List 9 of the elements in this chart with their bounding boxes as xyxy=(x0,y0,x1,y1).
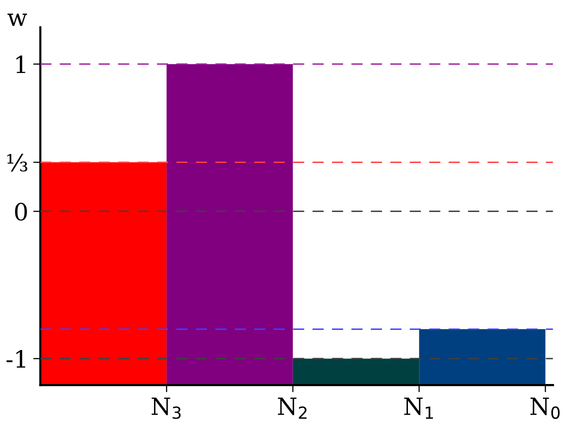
y-tick-label: -1 xyxy=(6,350,26,368)
y-tick-label: 1 xyxy=(16,56,26,74)
y-tick-label: 0 xyxy=(15,202,27,221)
y-axis-title: w xyxy=(8,14,28,26)
x-tick-label: N$_{0}$ xyxy=(530,398,560,419)
y-tick-label: ⅓ xyxy=(7,154,28,172)
x-tick-label: N$_{2}$ xyxy=(278,398,307,419)
x-tick-label: N$_{1}$ xyxy=(404,398,433,419)
x-tick-label: N$_{3}$ xyxy=(152,398,181,419)
